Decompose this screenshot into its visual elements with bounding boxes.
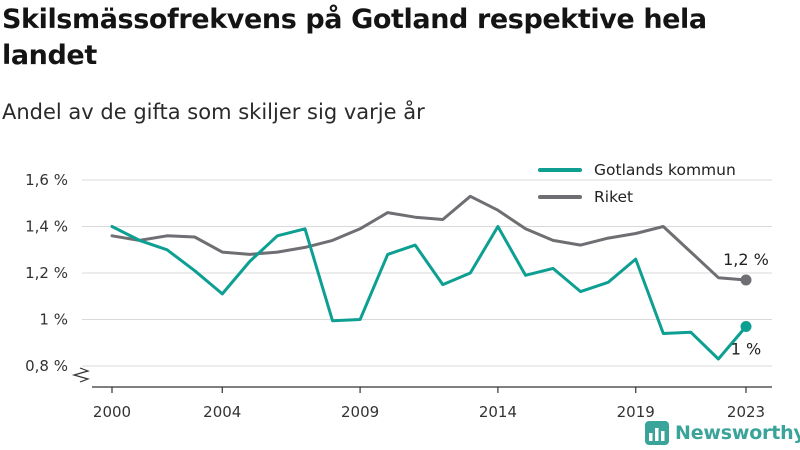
chart-subtitle: Andel av de gifta som skiljer sig varje … [2,100,425,124]
end-point-riket [740,274,752,286]
y-tick-label: 1,2 % [25,264,68,282]
end-labels: 1,2 % 1 % [723,250,769,359]
y-tick-label: 0,8 % [25,357,68,375]
end-point-gotland [740,320,752,332]
axes: 0,8 % 1 % 1,2 % 1,4 % 1,6 % 2000 2004 2009 2014 2… [25,171,772,421]
legend-label: Gotlands kommun [594,161,736,179]
grid-lines [82,179,772,367]
y-tick-label: 1 % [39,311,68,329]
x-tick-label: 2009 [341,403,379,421]
axis-break-icon [71,367,90,383]
end-label-gotland: 1 % [731,339,761,358]
x-tick-label: 2019 [617,403,655,421]
bar-chart-logo-icon [645,421,669,445]
series-line-gotland [110,225,748,361]
y-tick-label: 1,6 % [25,171,68,189]
y-tick-label: 1,4 % [25,218,68,236]
legend: Gotlands kommun Riket [538,161,736,206]
x-tick-label: 2000 [93,403,131,421]
newsworthy-brand: Newsworthy [645,420,800,446]
series-lines [110,194,752,361]
legend-label: Riket [594,188,633,206]
brand-name: Newsworthy [675,422,800,444]
x-tick-label: 2023 [727,403,765,421]
chart-title: Skilsmässofrekvens på Gotland respektive… [2,4,707,71]
series-line-riket [110,194,748,282]
x-tick-label: 2004 [203,403,241,421]
end-label-riket: 1,2 % [723,250,769,269]
x-tick-label: 2014 [479,403,517,421]
